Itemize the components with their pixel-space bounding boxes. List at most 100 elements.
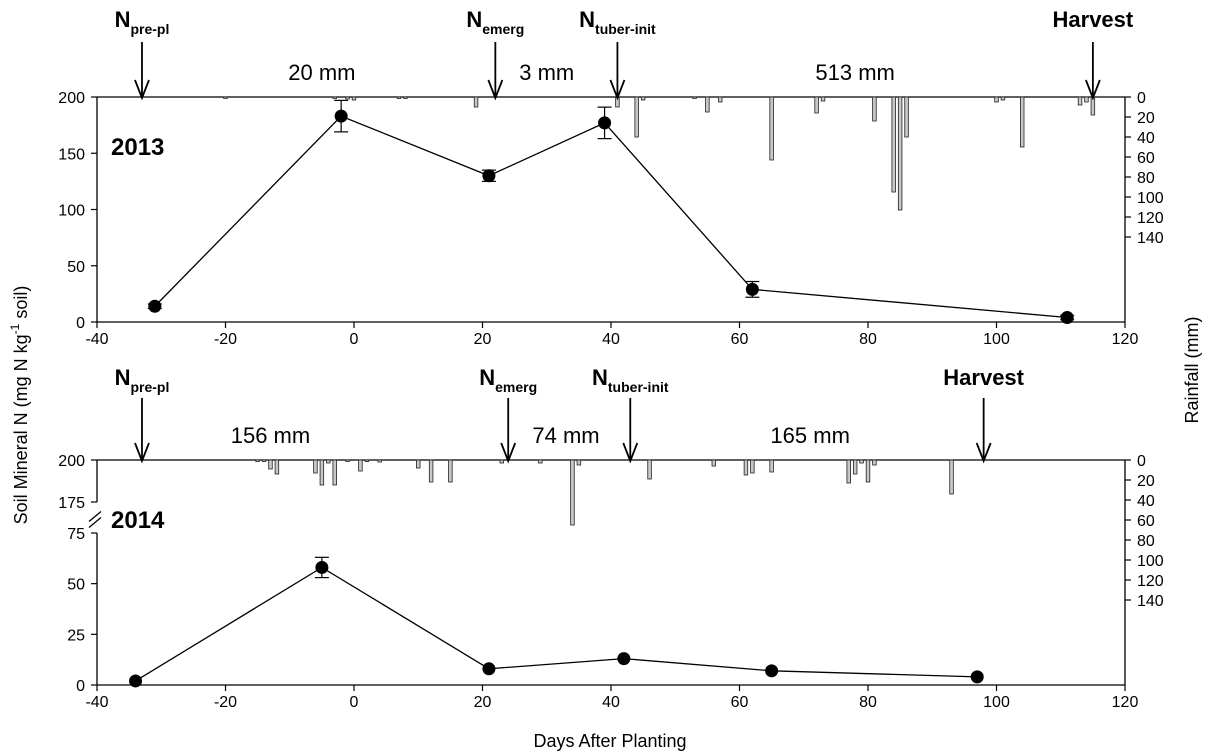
rainfall-bar: [865, 459, 871, 483]
rain-tick-label: 140: [1137, 593, 1164, 610]
event-label-base: Harvest: [943, 365, 1024, 390]
soil-n-point: [482, 169, 496, 183]
rainfall-bar: [1000, 96, 1006, 101]
rainfall-bar: [448, 459, 453, 483]
rainfall-bar: [859, 459, 864, 464]
rainfall-bar: [1077, 96, 1083, 106]
y-tick-label: 75: [67, 526, 85, 543]
x-tick-label: 40: [602, 694, 620, 711]
y-tick-label: 200: [58, 90, 85, 107]
x-tick-label: 0: [350, 331, 359, 348]
event-label: Ntuber-init: [579, 7, 656, 37]
rainfall-bar: [711, 459, 716, 467]
rainfall-bar: [396, 96, 402, 99]
rainfall-bar: [332, 459, 337, 486]
event-label-subscript: pre-pl: [130, 379, 169, 395]
rainfall-bar: [268, 459, 273, 470]
event-label-subscript: pre-pl: [130, 21, 169, 37]
rainfall-bar: [640, 96, 646, 101]
rain-tick-label: 20: [1137, 110, 1155, 127]
y-tick-label: 175: [58, 495, 85, 512]
x-tick-label: 0: [350, 694, 359, 711]
event-label-subscript: emerg: [482, 21, 524, 37]
y-tick-label: 100: [58, 203, 85, 220]
event-arrowhead: [975, 442, 992, 464]
rainfall-bar: [358, 459, 363, 472]
rainfall-bar: [1020, 96, 1025, 148]
panel-2014: -40 -20 0 20 40 60 80 100 120 0 25 50 75 175 200 0 20 40 6…: [58, 365, 1164, 711]
rain-tick-label: 60: [1137, 150, 1155, 167]
rainfall-bar: [852, 459, 858, 475]
event-label-subscript: emerg: [495, 379, 537, 395]
rain-tick-label: 140: [1137, 230, 1164, 247]
x-tick-label: 120: [1112, 694, 1139, 711]
soil-n-point: [970, 670, 984, 684]
x-tick-label: 20: [474, 694, 492, 711]
y-tick-label: 25: [67, 627, 85, 644]
soil-n-point: [315, 560, 329, 574]
soil-n-point: [129, 674, 143, 688]
year-label: 2013: [111, 134, 164, 161]
rainfall-bar: [872, 96, 877, 122]
rainfall-bar: [814, 96, 819, 114]
rainfall-bar: [499, 459, 504, 464]
rainfall-bar: [891, 96, 896, 193]
rainfall-bar: [820, 96, 826, 102]
soil-n-point: [1060, 311, 1074, 324]
rainfall-bar: [769, 459, 774, 473]
x-tick-label: 100: [983, 694, 1010, 711]
rainfall-bar: [904, 96, 909, 138]
rain-tick-label: 0: [1137, 453, 1146, 470]
rain-tick-label: 80: [1137, 533, 1155, 550]
rainfall-bar: [326, 459, 331, 464]
rainfall-bar: [1084, 96, 1089, 103]
x-tick-label: 80: [859, 694, 877, 711]
x-tick-label: -20: [214, 331, 237, 348]
rainfall-bar: [692, 96, 697, 99]
y-axis-label-left: Soil Mineral N (mg N kg-1 soil): [8, 286, 31, 525]
event-label: Npre-pl: [115, 365, 170, 395]
x-tick-label: 120: [1112, 331, 1139, 348]
rainfall-bar: [345, 96, 350, 100]
event-label-base: N: [115, 7, 131, 32]
soil-n-line: [154, 115, 1068, 319]
y-tick-label: 0: [76, 678, 85, 695]
rain-total-label: 74 mm: [532, 423, 599, 448]
event-arrowhead: [609, 79, 626, 101]
rain-tick-label: 120: [1137, 210, 1164, 227]
y-tick-label: 50: [67, 577, 85, 594]
event-label: Harvest: [943, 365, 1024, 390]
y-axis-label-left-main: Soil Mineral N (mg N kg: [11, 334, 31, 524]
y-tick-label: 200: [58, 453, 85, 470]
rainfall-bar: [403, 96, 408, 99]
rainfall-bar: [538, 459, 543, 464]
event-label-subscript: tuber-init: [608, 379, 669, 395]
rainfall-bar: [255, 459, 260, 462]
rainfall-bar: [570, 459, 575, 526]
y-axis-label-right: Rainfall (mm): [1182, 316, 1202, 423]
rainfall-bar: [364, 459, 370, 462]
event-arrowhead: [487, 79, 504, 101]
event-arrowhead: [134, 442, 150, 464]
rainfall-bar: [416, 459, 421, 469]
rain-tick-label: 80: [1137, 170, 1155, 187]
event-arrowhead: [1085, 79, 1101, 101]
rainfall-bar: [949, 459, 954, 495]
soil-n-point: [334, 109, 348, 123]
rainfall-bar: [994, 96, 999, 103]
rain-tick-label: 60: [1137, 513, 1155, 530]
x-tick-label: -40: [85, 331, 108, 348]
rain-total-label: 3 mm: [519, 60, 574, 85]
event-label: Npre-pl: [115, 7, 170, 37]
x-tick-label: 40: [602, 331, 620, 348]
rainfall-bar: [313, 459, 318, 474]
rain-total-label: 156 mm: [231, 423, 310, 448]
x-tick-label: 20: [474, 331, 492, 348]
event-label-base: Harvest: [1053, 7, 1134, 32]
rainfall-bar: [345, 459, 350, 462]
rain-total-label: 513 mm: [815, 60, 894, 85]
x-tick-label: 60: [731, 694, 749, 711]
rainfall-bar: [743, 459, 749, 476]
event-arrowhead: [134, 79, 150, 101]
